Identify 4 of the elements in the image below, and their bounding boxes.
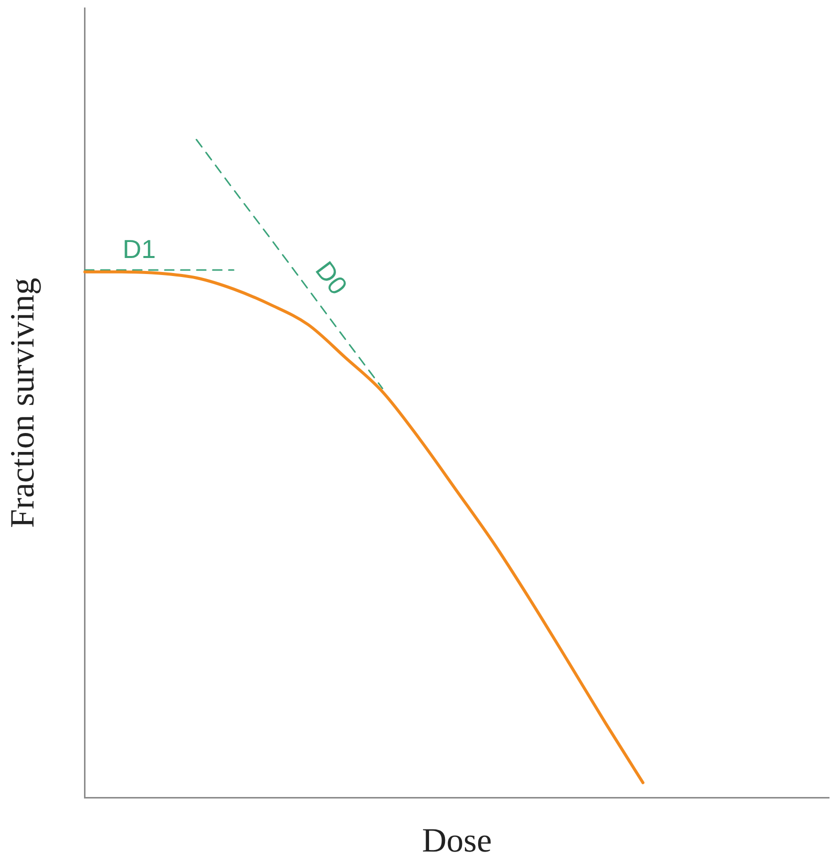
text: D0 bbox=[310, 256, 354, 300]
series-label: D1 bbox=[122, 234, 156, 264]
x-axis-title: Dose bbox=[422, 822, 492, 860]
y-axis-title: Fraction surviving bbox=[4, 278, 42, 528]
